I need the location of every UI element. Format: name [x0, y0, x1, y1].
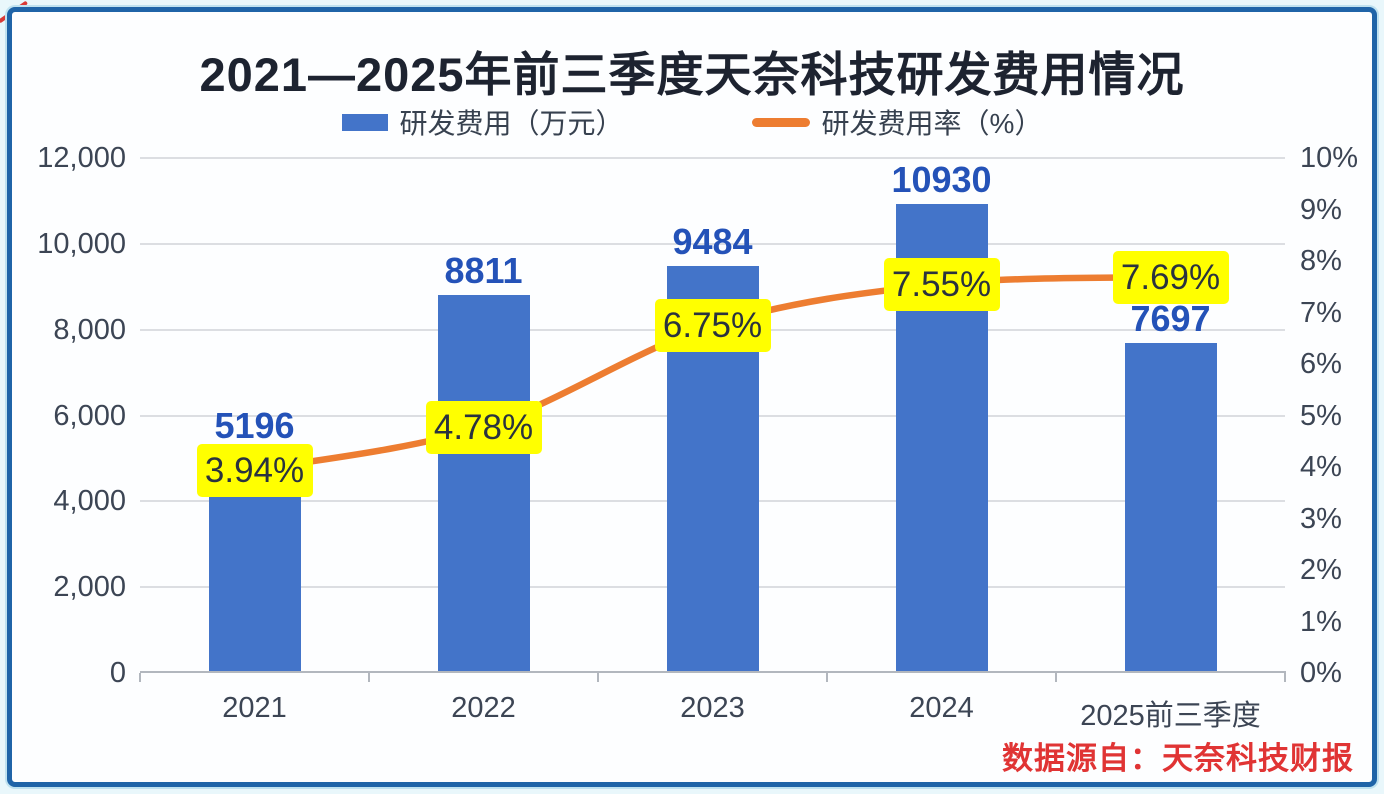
legend-item-line: 研发费用率（%）	[751, 102, 1043, 142]
y-left-tick-label: 12,000	[37, 142, 126, 174]
x-category-label: 2025前三季度	[1080, 700, 1261, 732]
y-left-tick-label: 10,000	[37, 227, 126, 260]
x-axis-line	[140, 671, 1286, 673]
bar	[1124, 342, 1217, 673]
bar-value-label: 10930	[891, 158, 992, 200]
y-right-tick-label: 5%	[1300, 399, 1342, 432]
x-axis-tick	[368, 673, 370, 682]
y-right-tick-label: 10%	[1300, 142, 1359, 174]
x-category-label: 2024	[909, 692, 974, 724]
legend-line-label: 研发费用率（%）	[821, 108, 1043, 139]
chart-title: 2021—2025年前三季度天奈科技研发费用情况	[199, 48, 1185, 101]
bar-value-label: 9484	[672, 220, 753, 262]
y-right-tick-label: 6%	[1300, 348, 1342, 380]
legend-item-bar: 研发费用（万元）	[341, 102, 624, 142]
y-right-tick-label: 9%	[1300, 193, 1342, 226]
x-axis-tick	[1284, 673, 1286, 682]
bar	[437, 294, 530, 673]
y-left-tick-label: 6,000	[53, 399, 126, 432]
rate-point-label: 3.94%	[196, 444, 313, 498]
y-right-tick-label: 0%	[1300, 657, 1342, 689]
x-category-label: 2021	[222, 692, 287, 724]
rate-point-label: 4.78%	[425, 400, 542, 454]
y-left-tick-label: 0	[109, 657, 126, 689]
x-axis-tick	[597, 673, 599, 682]
legend: 研发费用（万元） 研发费用率（%）	[0, 102, 1384, 142]
gridline	[140, 157, 1285, 159]
rate-point-label: 7.69%	[1112, 250, 1229, 304]
legend-bar-label: 研发费用（万元）	[399, 108, 624, 139]
y-left-tick-label: 8,000	[53, 313, 126, 346]
x-axis-tick	[826, 673, 828, 682]
line-swatch-icon	[751, 117, 810, 127]
source-note: 数据源自：天奈科技财报	[1002, 741, 1354, 776]
rate-point-label: 7.55%	[883, 258, 1000, 312]
rate-point-label: 6.75%	[654, 299, 771, 353]
y-left-tick-label: 2,000	[53, 571, 126, 604]
y-right-tick-label: 4%	[1300, 451, 1342, 483]
x-axis-tick	[139, 673, 141, 682]
y-left-tick-label: 4,000	[53, 485, 126, 518]
y-right-tick-label: 8%	[1300, 245, 1342, 277]
y-right-tick-label: 3%	[1300, 502, 1342, 535]
y-right-tick-label: 7%	[1300, 296, 1342, 329]
x-category-label: 2023	[680, 692, 745, 724]
bar-value-label: 5196	[214, 405, 295, 446]
y-right-tick-label: 2%	[1300, 554, 1342, 586]
left-axis: 0 2,000 4,000 6,000 8,000 10,000 12,000	[0, 142, 126, 689]
x-axis-tick	[1055, 673, 1057, 682]
bar-value-label: 7697	[1130, 297, 1211, 339]
x-category-label: 2022	[451, 692, 516, 724]
bar-value-label: 8811	[444, 249, 523, 291]
right-axis: 0% 1% 2% 3% 4% 5% 6% 7% 8% 9% 10%	[1300, 142, 1384, 689]
y-right-tick-label: 1%	[1300, 605, 1342, 638]
gridline	[140, 242, 1285, 245]
bar-swatch-icon	[341, 113, 388, 131]
plot-area: 3.94% 4.78% 6.75% 7.55% 7.69% 5196 8811 9484 109…	[140, 157, 1285, 673]
